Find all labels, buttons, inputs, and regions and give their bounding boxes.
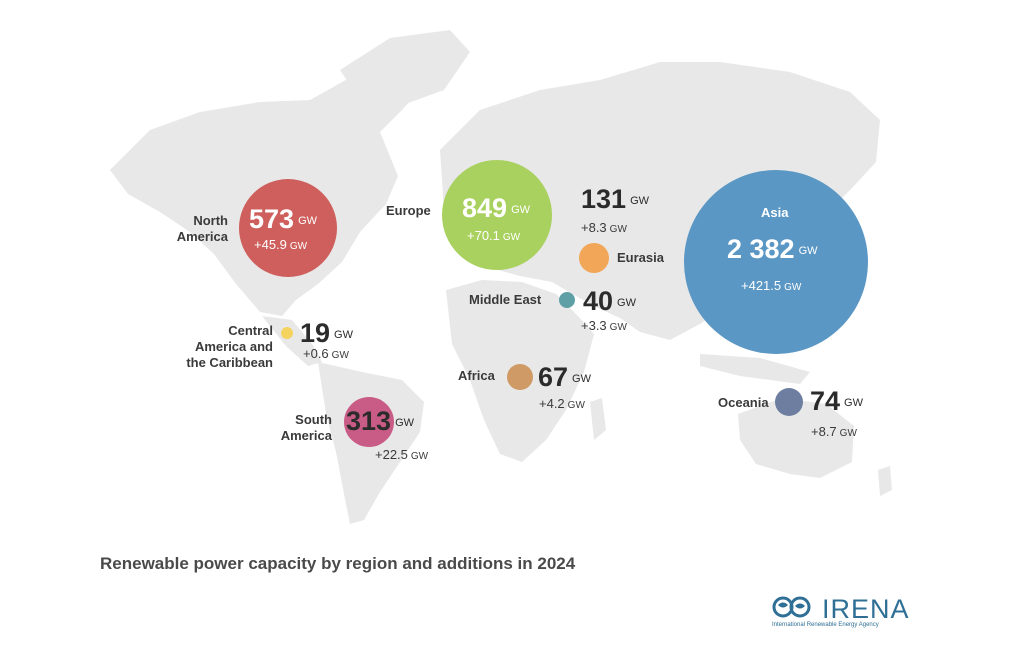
landmass-central-america [262,316,322,366]
additions-central-america: +0.6 GW [303,346,349,361]
capacity-south-america: 313 GW [346,406,415,436]
landmass-madagascar [590,398,606,440]
region-label-oceania: Oceania [718,395,769,410]
bubble-north-america [239,179,337,277]
capacity-north-america: 573 GW [249,204,318,234]
bubble-asia [684,170,868,354]
continents [110,30,892,524]
additions-europe: +70.1 GW [467,228,521,243]
region-label-north-america: North America [176,213,228,244]
region-label-europe: Europe [386,203,431,218]
region-label-central-america: Central America and the Caribbean [186,323,273,370]
landmass-europe-asia [440,62,880,340]
capacity-oceania: 74 GW [810,386,863,416]
region-label-south-america: South America [280,412,332,443]
bubble-africa [507,364,533,390]
capacity-europe: 849 GW [462,193,531,223]
region-label-africa: Africa [458,368,495,383]
figure-title: Renewable power capacity by region and a… [100,554,576,573]
additions-africa: +4.2 GW [539,396,585,411]
capacity-middle-east: 40 GW [583,286,636,316]
landmass-oceania [738,398,854,478]
additions-south-america: +22.5 GW [375,447,429,462]
irena-logo-text: IRENA [822,594,910,624]
additions-middle-east: +3.3 GW [581,318,627,333]
bubble-europe [442,160,552,270]
irena-globe-icon [772,596,811,618]
irena-logo-subtitle: International Renewable Energy Agency [772,622,879,628]
bubble-south-america [344,397,394,447]
capacity-eurasia: 131 GW [581,184,650,214]
capacity-asia: 2 382 GW [727,234,818,264]
additions-eurasia: +8.3 GW [581,220,627,235]
landmass-indonesia [700,354,810,384]
bubble-oceania [775,388,803,416]
capacity-central-america: 19 GW [300,318,353,348]
bubble-central-america [281,327,293,339]
landmass-greenland [340,30,470,106]
bubble-middle-east [559,292,575,308]
region-label-asia: Asia [761,205,789,220]
additions-oceania: +8.7 GW [811,424,857,439]
bubble-eurasia [579,243,609,273]
region-bubbles [239,160,868,447]
additions-asia: +421.5 GW [741,278,802,293]
capacity-africa: 67 GW [538,362,591,392]
region-label-middle-east: Middle East [469,292,542,307]
additions-north-america: +45.9 GW [254,237,308,252]
landmass-new-zealand [878,466,892,496]
region-label-eurasia: Eurasia [617,250,664,265]
